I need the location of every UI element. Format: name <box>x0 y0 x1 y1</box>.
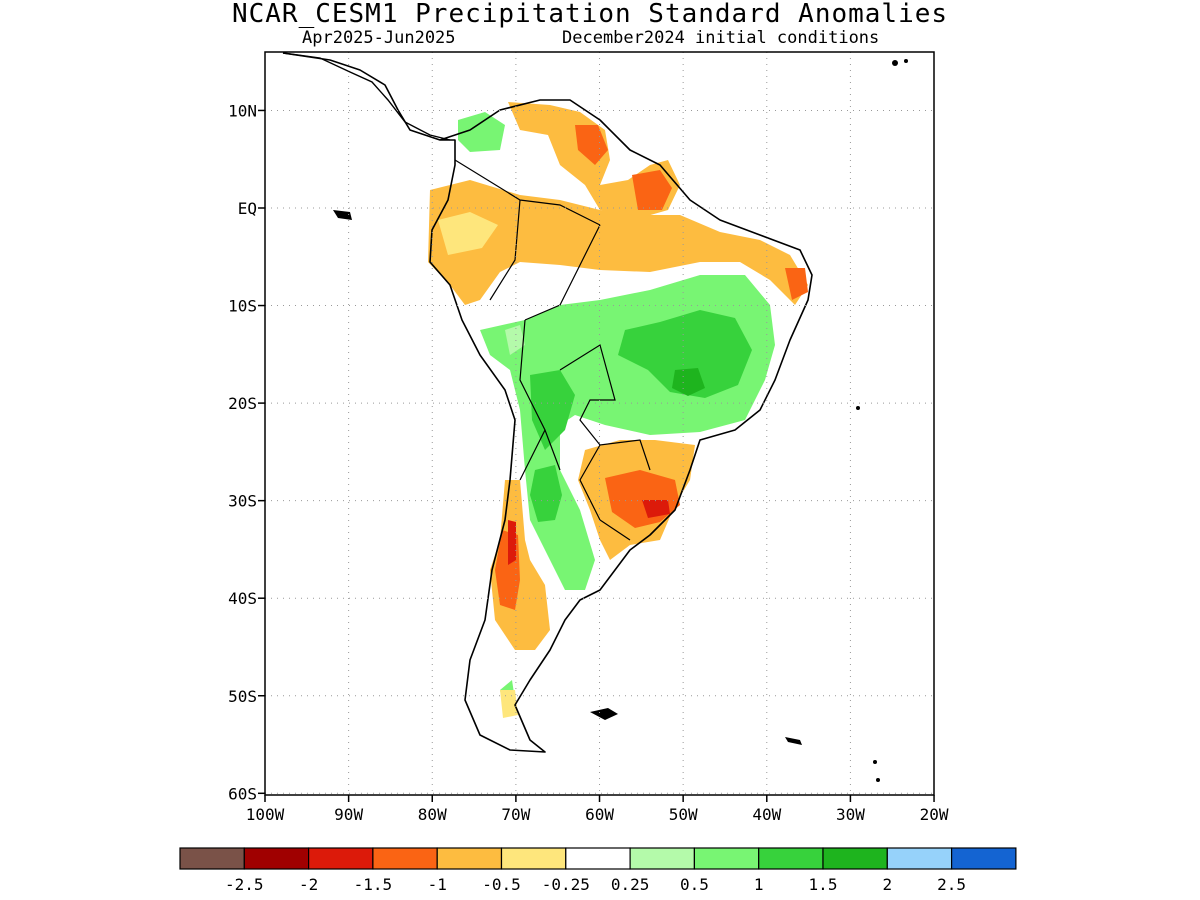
colorbar-label: -1.5 <box>354 875 393 894</box>
anomaly-wet-core-bolivia <box>530 370 575 450</box>
lon-tick-label: 80W <box>418 805 447 824</box>
lat-tick-label: 10N <box>228 101 257 120</box>
colorbar-label: -0.25 <box>542 875 590 894</box>
anomaly-wet-core-argentina <box>530 465 562 522</box>
colorbar-swatch <box>243 847 310 870</box>
colorbar-label: 1 <box>754 875 764 894</box>
colorbar-swatch <box>436 847 503 870</box>
anomaly-dry-patagonia <box>500 690 518 718</box>
lat-tick-label: 40S <box>228 589 257 608</box>
colorbar-label: 1.5 <box>809 875 838 894</box>
lat-tick-label: EQ <box>238 199 257 218</box>
colorbar-label: 2 <box>882 875 892 894</box>
lon-tick-label: 60W <box>585 805 614 824</box>
country-borders <box>454 159 651 541</box>
anomaly-wet-core-spot <box>672 368 705 396</box>
colorbar-label: -2 <box>299 875 318 894</box>
colorbar: -2.5 -2 -1.5 -1 -0.5 -0.25 0.25 0.5 1 1.5 2 2.5 <box>179 847 1017 894</box>
lon-tick-label: 40W <box>752 805 781 824</box>
colorbar-swatch <box>950 847 1017 870</box>
colorbar-swatch <box>758 847 824 870</box>
continent-outline <box>282 52 813 753</box>
colorbar-swatch <box>565 847 631 870</box>
colorbar-swatch <box>372 847 438 870</box>
anomaly-dry-southeast-strong <box>642 500 670 518</box>
lat-tick-label: 20S <box>228 394 257 413</box>
lon-tick-label: 50W <box>669 805 698 824</box>
lon-tick-label: 90W <box>334 805 363 824</box>
anomaly-dry-brazil-ne <box>785 268 808 300</box>
forecast-period: Apr2025-Jun2025 <box>302 28 456 48</box>
lon-tick-label: 20W <box>920 805 949 824</box>
colorbar-label: 0.5 <box>680 875 709 894</box>
lat-tick-label: 60S <box>228 784 257 803</box>
colorbar-swatch <box>629 847 695 870</box>
colorbar-label: 2.5 <box>937 875 966 894</box>
lon-tick-label: 100W <box>246 805 285 824</box>
colorbar-label: -0.5 <box>482 875 521 894</box>
map-axes: 100W 90W 80W 70W 60W 50W 40W 30W 20W 10N EQ 10S 20S 3… <box>228 101 949 824</box>
colorbar-label: -2.5 <box>225 875 264 894</box>
anomaly-dry-chile-strong <box>508 520 516 565</box>
anomaly-wet-core-east <box>618 310 752 398</box>
lat-tick-label: 50S <box>228 687 257 706</box>
lat-tick-label: 10S <box>228 297 257 316</box>
colorbar-label: -1 <box>428 875 447 894</box>
central-america-outline <box>282 52 451 141</box>
lat-tick-label: 30S <box>228 492 257 511</box>
falkland-islands <box>590 708 618 720</box>
anomaly-dry-ecuador-light <box>438 212 498 255</box>
anomaly-dry-guiana-core <box>632 170 672 210</box>
initial-conditions: December2024 initial conditions <box>562 28 880 48</box>
galapagos <box>333 210 352 220</box>
anomaly-shading <box>428 102 808 718</box>
colorbar-swatch <box>179 847 245 870</box>
anomaly-wet-light-patch <box>505 325 525 355</box>
colorbar-swatch <box>308 847 374 870</box>
lon-tick-label: 30W <box>836 805 865 824</box>
colorbar-swatch <box>693 847 760 870</box>
south-georgia <box>785 737 802 745</box>
colorbar-swatch <box>822 847 888 870</box>
lon-tick-label: 70W <box>501 805 530 824</box>
map-plot-area <box>282 52 908 782</box>
map-title: NCAR_CESM1 Precipitation Standard Anomal… <box>231 0 949 29</box>
islands <box>333 59 908 782</box>
colorbar-swatch <box>886 847 953 870</box>
anomaly-wet-colombia <box>458 112 505 152</box>
colorbar-label: 0.25 <box>611 875 650 894</box>
anomaly-dry-north-band <box>428 180 808 305</box>
colorbar-swatch <box>500 847 567 870</box>
